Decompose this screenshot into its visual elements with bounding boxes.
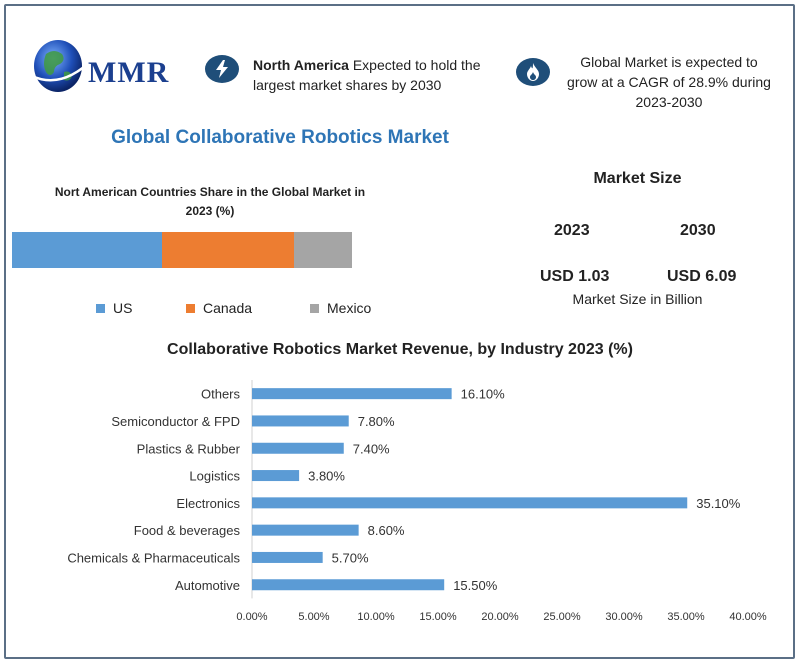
- x-tick-label: 20.00%: [481, 611, 519, 623]
- bar: [252, 415, 349, 427]
- legend-label-canada: Canada: [203, 300, 253, 316]
- bar: [252, 524, 359, 536]
- share-stacked-bar: [12, 232, 352, 268]
- data-label: 8.60%: [368, 523, 405, 538]
- x-tick-label: 35.00%: [667, 611, 705, 623]
- category-label: Electronics: [176, 496, 240, 511]
- market-size-note: Market Size in Billion: [572, 291, 703, 307]
- category-label: Plastics & Rubber: [137, 441, 241, 456]
- page-frame: [4, 4, 795, 659]
- legend-item-mexico: Mexico: [310, 300, 371, 316]
- bar: [252, 470, 300, 482]
- data-label: 7.40%: [353, 441, 390, 456]
- legend-swatch-us: [96, 303, 105, 313]
- lightning-icon: [205, 55, 239, 83]
- market-size-year-2023: 2023: [554, 222, 590, 239]
- x-tick-label: 40.00%: [729, 611, 767, 623]
- share-chart-title: Nort American Countries Share in the Glo…: [54, 185, 366, 218]
- category-label: Food & beverages: [134, 523, 241, 538]
- info-north-america-bold: North America: [253, 57, 349, 73]
- market-size-title: Market Size: [593, 170, 682, 187]
- data-label: 15.50%: [453, 578, 498, 593]
- data-label: 16.10%: [461, 387, 506, 402]
- data-label: 35.10%: [696, 496, 741, 511]
- x-tick-label: 15.00%: [419, 611, 457, 623]
- info-cagr-text: Global Market is expected to grow at a C…: [567, 54, 771, 110]
- flame-icon: [516, 58, 550, 86]
- x-tick-label: 5.00%: [298, 611, 329, 623]
- bar: [252, 497, 688, 509]
- category-label: Semiconductor & FPD: [111, 414, 240, 429]
- data-label: 7.80%: [358, 414, 395, 429]
- share-segment-mexico: [294, 232, 352, 268]
- category-label: Automotive: [175, 578, 240, 593]
- market-size-year-2030: 2030: [680, 222, 716, 239]
- market-size-value-2023: USD 1.03: [540, 268, 610, 285]
- bar: [252, 551, 323, 563]
- category-label: Logistics: [189, 469, 240, 484]
- industry-chart-title: Collaborative Robotics Market Revenue, b…: [167, 341, 633, 358]
- mmr-logo-globe: [31, 40, 95, 92]
- share-segment-us: [12, 232, 162, 268]
- logo-text: MMR: [88, 56, 170, 89]
- info-north-america-text: North America Expected to hold the large…: [253, 55, 493, 95]
- page-title: Global Collaborative Robotics Market: [111, 127, 449, 148]
- market-size-value-2030: USD 6.09: [667, 268, 737, 285]
- info-north-america-rest: Expected to hold the largest market shar…: [253, 57, 481, 93]
- legend-item-canada: Canada: [186, 300, 252, 316]
- category-label: Others: [201, 387, 241, 402]
- bar: [252, 442, 344, 454]
- info-cagr: Global Market is expected to grow at a C…: [516, 52, 774, 112]
- legend-label-us: US: [113, 300, 133, 316]
- data-label: 5.70%: [332, 550, 369, 565]
- bar: [252, 388, 452, 400]
- x-tick-label: 10.00%: [357, 611, 395, 623]
- legend-swatch-mexico: [310, 303, 319, 313]
- legend-item-us: US: [96, 300, 132, 316]
- industry-bar-chart: Others 16.10% Semiconductor & FPD 7.80% Plas…: [67, 380, 767, 623]
- bar: [252, 579, 445, 591]
- legend-swatch-canada: [186, 303, 195, 313]
- x-tick-label: 25.00%: [543, 611, 581, 623]
- share-segment-canada: [161, 232, 295, 268]
- x-tick-label: 30.00%: [605, 611, 643, 623]
- legend-label-mexico: Mexico: [327, 300, 372, 316]
- category-label: Chemicals & Pharmaceuticals: [67, 550, 240, 565]
- x-tick-label: 0.00%: [236, 611, 267, 623]
- data-label: 3.80%: [308, 469, 345, 484]
- info-north-america: North America Expected to hold the large…: [205, 55, 493, 95]
